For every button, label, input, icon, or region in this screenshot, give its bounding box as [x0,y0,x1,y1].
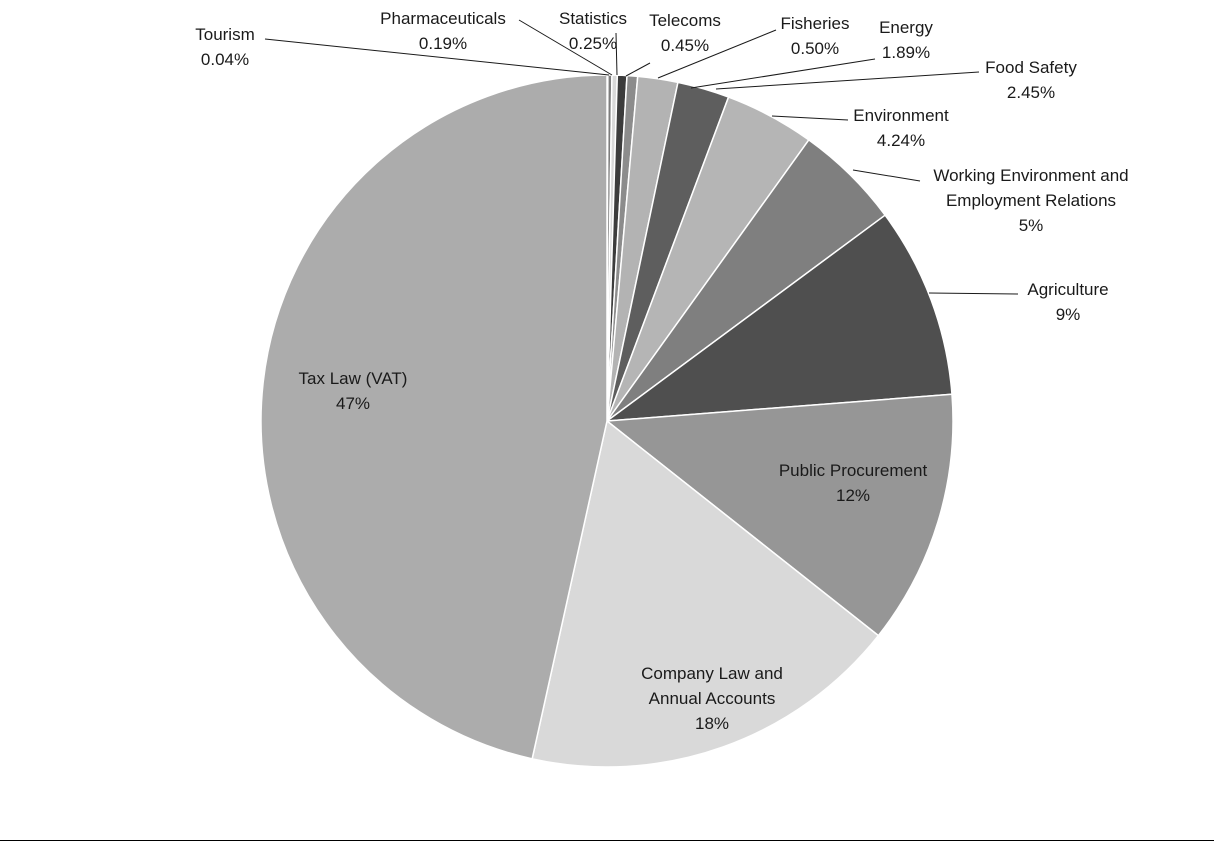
slices-layer [260,74,954,768]
slice-data-label: Environment 4.24% [853,106,949,150]
slice-category-label: Statistics [559,9,627,28]
slice-data-label: Food Safety 2.45% [985,58,1077,102]
slice-category-label: Fisheries [781,14,850,33]
slice-category-label: Agriculture [1027,280,1108,299]
leader-line [771,115,849,121]
slice-category-label: Energy [879,18,933,37]
slice-value-label: 2.45% [1007,83,1055,102]
slice-category-label: Working Environment and [933,166,1128,185]
leader-line [264,38,610,76]
slice-value-label: 5% [1019,216,1044,235]
slice-value-label: 0.04% [201,50,249,69]
pie-slice [260,74,608,760]
slice-category-label: Employment Relations [946,191,1116,210]
slice-data-label: Fisheries 0.50% [781,14,850,58]
slice-category-label: Telecoms [649,11,721,30]
leader-line [615,32,618,76]
slice-data-label: Telecoms 0.45% [649,11,721,55]
slice-category-label: Food Safety [985,58,1077,77]
leader-line [690,58,876,89]
slice-category-label: Tax Law (VAT) [299,369,408,388]
slice-value-label: 18% [695,714,729,733]
leader-line [518,19,613,76]
slice-value-label: 1.89% [882,43,930,62]
slice-value-label: 0.50% [791,39,839,58]
slice-category-label: Annual Accounts [649,689,776,708]
slice-category-label: Tourism [195,25,255,44]
slice-data-label: Pharmaceuticals 0.19% [380,9,506,53]
slice-data-label: Company Law and Annual Accounts 18% [641,664,783,733]
slice-category-label: Pharmaceuticals [380,9,506,28]
leader-line [928,292,1019,295]
slice-data-label: Tax Law (VAT) 47% [299,369,408,413]
bottom-rule [0,840,1214,841]
leader-line [715,71,980,90]
slice-data-label: Working Environment and Employment Relati… [933,166,1128,235]
slice-category-label: Environment [853,106,949,125]
slice-data-label: Energy 1.89% [879,18,933,62]
pie-slice [531,420,880,768]
slice-value-label: 47% [336,394,370,413]
data-labels-layer: Tourism 0.04% Pharmaceuticals 0.19% Statisti… [195,9,1128,733]
slice-data-label: Statistics 0.25% [559,9,627,53]
slice-value-label: 0.25% [569,34,617,53]
slice-value-label: 0.45% [661,36,709,55]
leader-line [657,29,777,79]
leader-line [625,62,651,77]
slice-value-label: 0.19% [419,34,467,53]
slice-data-label: Agriculture 9% [1027,280,1108,324]
slice-data-label: Public Procurement 12% [779,461,928,505]
slice-category-label: Public Procurement [779,461,928,480]
slice-value-label: 12% [836,486,870,505]
pie-slice [606,214,953,422]
slice-data-label: Tourism 0.04% [195,25,255,69]
slice-value-label: 4.24% [877,131,925,150]
leader-lines-layer [264,19,1019,295]
slice-value-label: 9% [1056,305,1081,324]
pie-slice [606,393,954,637]
slice-category-label: Company Law and [641,664,783,683]
leader-line [852,169,921,182]
